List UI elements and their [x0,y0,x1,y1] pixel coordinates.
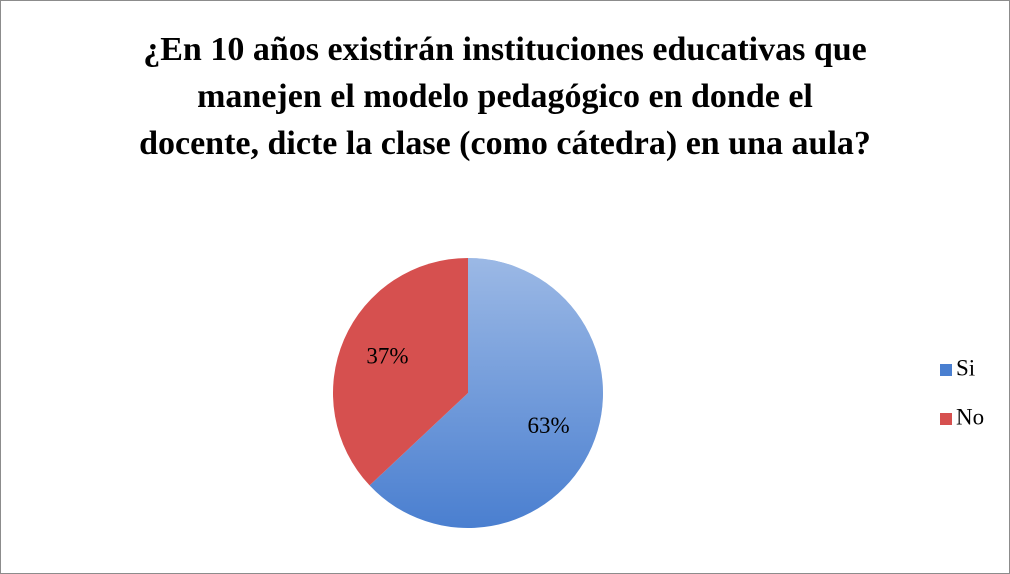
legend-swatch [940,413,952,425]
chart-title: ¿En 10 años existirán instituciones educ… [139,31,871,162]
legend-label: No [956,404,984,429]
legend-label: Si [956,355,975,380]
data-label: 63% [527,413,569,438]
data-label: 37% [366,343,408,368]
pie-slice [333,258,468,486]
legend-swatch [940,364,952,376]
